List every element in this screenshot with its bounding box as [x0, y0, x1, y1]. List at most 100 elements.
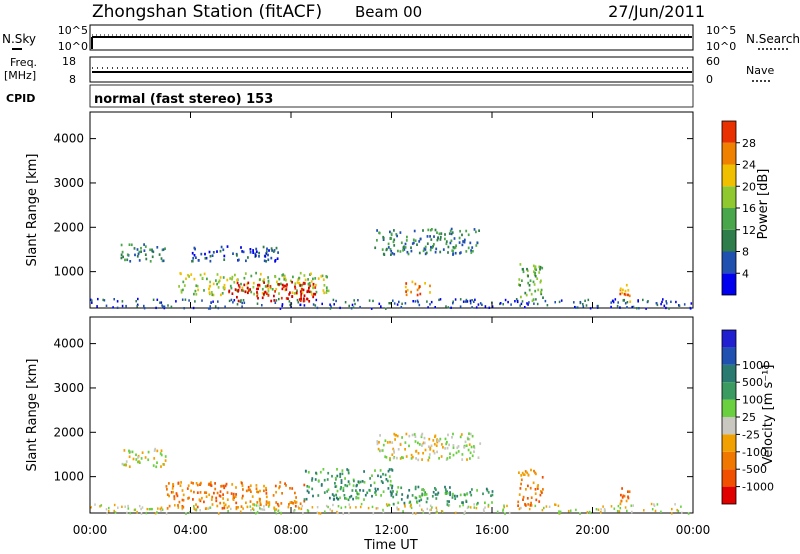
nave-tick-bottom: 0: [706, 73, 713, 86]
echo-cell: [389, 483, 392, 487]
echo-cell: [334, 485, 337, 488]
echo-cell: [582, 303, 584, 306]
echo-cell: [595, 508, 598, 511]
echo-cell: [223, 286, 226, 290]
echo-cell: [423, 436, 426, 440]
echo-cell: [433, 451, 436, 455]
echo-cell: [264, 290, 267, 294]
echo-cell: [532, 264, 535, 268]
echo-cell: [272, 250, 275, 253]
echo-cell: [257, 296, 259, 300]
echo-cell: [306, 485, 309, 488]
echo-cell: [437, 237, 439, 240]
echo-cell: [212, 300, 214, 303]
echo-cell: [275, 299, 278, 302]
echo-cell: [294, 504, 297, 508]
echo-cell: [474, 298, 476, 301]
echo-cell: [194, 508, 197, 511]
echo-cell: [143, 249, 146, 252]
echo-cell: [238, 285, 241, 289]
x-tick-label: 08:00: [274, 523, 309, 537]
echo-cell: [674, 503, 676, 506]
colorbar-tick-label: 20: [742, 180, 756, 193]
echo-cell: [619, 292, 622, 296]
echo-cell: [418, 251, 421, 255]
echo-cell: [212, 251, 215, 254]
echo-cell: [239, 510, 242, 513]
echo-cell: [663, 304, 666, 307]
echo-cell: [180, 481, 182, 484]
echo-cell: [242, 289, 245, 293]
echo-cell: [629, 300, 632, 303]
echo-cell: [622, 299, 625, 302]
echo-cell: [448, 503, 451, 507]
echo-cell: [209, 254, 212, 258]
echo-cell: [348, 304, 350, 308]
echo-cell: [475, 306, 478, 309]
echo-cell: [187, 273, 189, 277]
echo-cell: [371, 474, 373, 477]
echo-cell: [265, 500, 268, 503]
nsky-tick-top: 10^5: [58, 24, 88, 37]
echo-cell: [538, 500, 541, 503]
echo-cell: [321, 274, 324, 278]
echo-cell: [422, 229, 424, 232]
echo-cell: [427, 445, 430, 448]
echo-cell: [528, 284, 531, 287]
echo-cell: [258, 499, 261, 502]
echo-cell: [228, 299, 231, 303]
echo-cell: [402, 510, 404, 513]
echo-cell: [316, 511, 319, 514]
echo-cell: [678, 304, 681, 307]
echo-cell: [448, 500, 450, 503]
colorbar-swatch: [722, 382, 736, 400]
echo-cell: [683, 303, 686, 306]
echo-cell: [400, 241, 403, 245]
echo-cell: [430, 508, 432, 511]
echo-cell: [265, 503, 268, 506]
echo-cell: [182, 493, 185, 497]
echo-cell: [123, 463, 126, 467]
echo-cell: [197, 288, 199, 292]
echo-cell: [396, 508, 399, 511]
echo-cell: [447, 251, 449, 254]
echo-cell: [331, 474, 333, 478]
echo-cell: [309, 284, 312, 288]
cpid-text: normal (fast stereo) 153: [94, 92, 273, 107]
echo-cell: [432, 490, 435, 494]
echo-cell: [414, 440, 417, 443]
echo-cell: [299, 290, 302, 293]
echo-cell: [387, 487, 390, 490]
echo-cell: [293, 500, 296, 503]
echo-cell: [414, 512, 417, 515]
echo-cell: [414, 485, 417, 489]
echo-cell: [277, 283, 279, 286]
echo-cell: [465, 250, 468, 253]
echo-cell: [687, 512, 690, 515]
echo-cell: [602, 505, 604, 508]
echo-cell: [325, 275, 328, 278]
echo-cell: [444, 485, 446, 489]
echo-cell: [165, 512, 168, 515]
echo-cell: [231, 275, 234, 279]
echo-cell: [314, 478, 317, 481]
echo-cell: [523, 473, 526, 476]
echo-cell: [267, 258, 270, 262]
echo-cell: [529, 504, 532, 507]
echo-cell: [385, 307, 387, 310]
echo-cell: [303, 282, 306, 285]
echo-cell: [285, 285, 288, 288]
echo-cell: [210, 498, 213, 501]
echo-cell: [254, 254, 257, 257]
echo-cell: [395, 493, 398, 496]
x-tick-label: 00:00: [676, 523, 711, 537]
echo-cell: [136, 248, 139, 251]
echo-cell: [170, 491, 173, 494]
echo-cell: [386, 441, 389, 444]
echo-cell: [401, 436, 403, 439]
echo-cell: [149, 248, 151, 252]
echo-cell: [533, 270, 535, 273]
y-tick-label: 1000: [53, 265, 84, 279]
echo-cell: [161, 259, 164, 263]
echo-cell: [376, 442, 379, 446]
